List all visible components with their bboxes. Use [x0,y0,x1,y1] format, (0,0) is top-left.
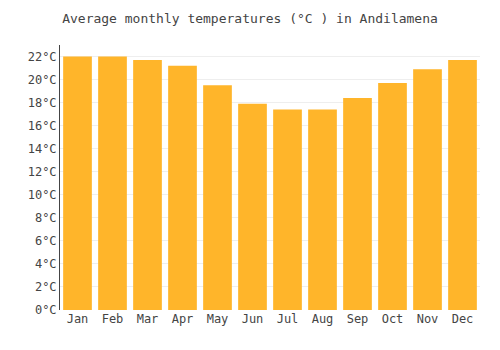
svg-text:May: May [207,312,229,326]
svg-text:Average monthly temperatures (: Average monthly temperatures (°C ) in An… [62,11,438,26]
svg-text:2°C: 2°C [35,280,57,294]
svg-text:Nov: Nov [417,312,439,326]
svg-text:10°C: 10°C [28,188,57,202]
svg-text:20°C: 20°C [28,73,57,87]
svg-text:Apr: Apr [172,312,194,326]
svg-text:12°C: 12°C [28,165,57,179]
svg-text:16°C: 16°C [28,119,57,133]
svg-text:Sep: Sep [347,312,369,326]
svg-text:22°C: 22°C [28,50,57,64]
svg-text:14°C: 14°C [28,142,57,156]
svg-text:Dec: Dec [452,312,474,326]
svg-text:18°C: 18°C [28,96,57,110]
svg-text:Jan: Jan [67,312,89,326]
svg-text:Jul: Jul [277,312,299,326]
svg-text:Feb: Feb [102,312,124,326]
svg-text:8°C: 8°C [35,211,57,225]
svg-text:4°C: 4°C [35,257,57,271]
svg-text:Oct: Oct [382,312,404,326]
svg-text:Jun: Jun [242,312,264,326]
svg-text:Mar: Mar [137,312,159,326]
svg-text:6°C: 6°C [35,234,57,248]
svg-text:Aug: Aug [312,312,334,326]
svg-text:0°C: 0°C [35,303,57,317]
